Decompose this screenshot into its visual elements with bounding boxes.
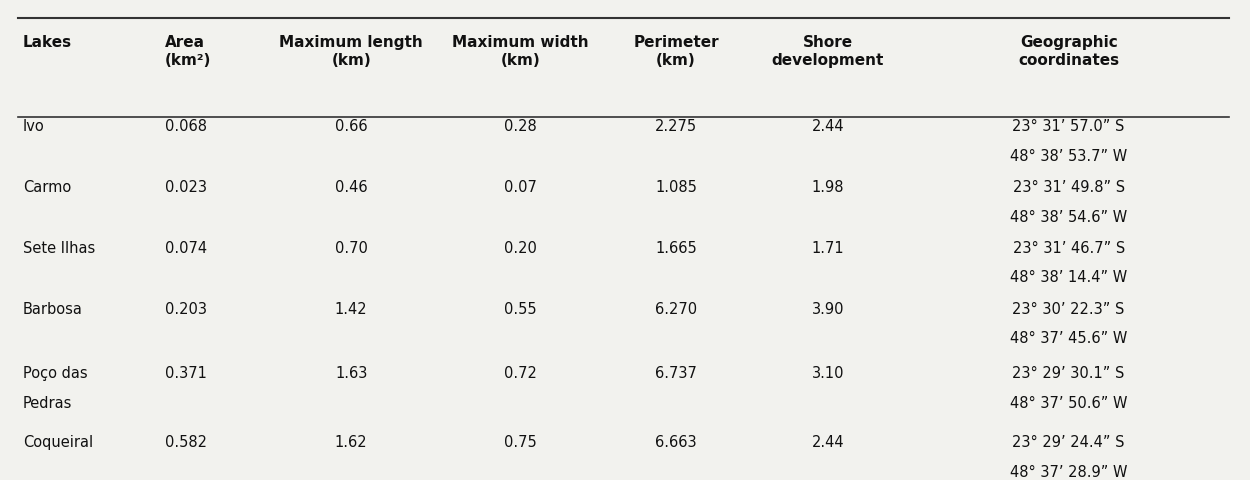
Text: Coqueiral: Coqueiral (22, 435, 92, 450)
Text: 1.71: 1.71 (811, 241, 844, 256)
Text: 1.085: 1.085 (655, 180, 698, 195)
Text: 48° 37’ 50.6” W: 48° 37’ 50.6” W (1010, 396, 1128, 411)
Text: 0.023: 0.023 (165, 180, 206, 195)
Text: 3.90: 3.90 (811, 301, 844, 317)
Text: 2.275: 2.275 (655, 119, 698, 134)
Text: Maximum width
(km): Maximum width (km) (452, 35, 589, 68)
Text: 48° 38’ 54.6” W: 48° 38’ 54.6” W (1010, 209, 1128, 225)
Text: Shore
development: Shore development (771, 35, 884, 68)
Text: 0.28: 0.28 (504, 119, 536, 134)
Text: 2.44: 2.44 (811, 119, 844, 134)
Text: Poço das: Poço das (22, 366, 88, 382)
Text: 0.371: 0.371 (165, 366, 206, 382)
Text: Geographic
coordinates: Geographic coordinates (1017, 35, 1119, 68)
Text: 23° 30’ 22.3” S: 23° 30’ 22.3” S (1013, 301, 1125, 317)
Text: 48° 37’ 28.9” W: 48° 37’ 28.9” W (1010, 465, 1128, 480)
Text: 48° 38’ 14.4” W: 48° 38’ 14.4” W (1010, 270, 1128, 286)
Text: 48° 38’ 53.7” W: 48° 38’ 53.7” W (1010, 149, 1128, 164)
Text: 23° 31’ 49.8” S: 23° 31’ 49.8” S (1013, 180, 1125, 195)
Text: 0.20: 0.20 (504, 241, 538, 256)
Text: 23° 29’ 24.4” S: 23° 29’ 24.4” S (1013, 435, 1125, 450)
Text: 1.42: 1.42 (335, 301, 367, 317)
Text: 0.203: 0.203 (165, 301, 206, 317)
Text: Carmo: Carmo (22, 180, 71, 195)
Text: Lakes: Lakes (22, 35, 71, 50)
Text: Perimeter
(km): Perimeter (km) (634, 35, 719, 68)
Text: 0.66: 0.66 (335, 119, 367, 134)
Text: 6.663: 6.663 (655, 435, 696, 450)
Text: 0.46: 0.46 (335, 180, 367, 195)
Text: 48° 37’ 45.6” W: 48° 37’ 45.6” W (1010, 331, 1128, 347)
Text: 23° 31’ 46.7” S: 23° 31’ 46.7” S (1013, 241, 1125, 256)
Text: 0.582: 0.582 (165, 435, 206, 450)
Text: 0.75: 0.75 (504, 435, 536, 450)
Text: Barbosa: Barbosa (22, 301, 82, 317)
Text: Sete Ilhas: Sete Ilhas (22, 241, 95, 256)
Text: 1.63: 1.63 (335, 366, 367, 382)
Text: Pedras: Pedras (22, 396, 72, 411)
Text: 3.10: 3.10 (811, 366, 844, 382)
Text: Area
(km²): Area (km²) (165, 35, 211, 68)
Text: 0.72: 0.72 (504, 366, 538, 382)
Text: 0.07: 0.07 (504, 180, 538, 195)
Text: 23° 29’ 30.1” S: 23° 29’ 30.1” S (1013, 366, 1125, 382)
Text: 1.62: 1.62 (335, 435, 367, 450)
Text: 0.074: 0.074 (165, 241, 206, 256)
Text: 23° 31’ 57.0” S: 23° 31’ 57.0” S (1013, 119, 1125, 134)
Text: 0.70: 0.70 (335, 241, 367, 256)
Text: 1.98: 1.98 (811, 180, 844, 195)
Text: 2.44: 2.44 (811, 435, 844, 450)
Text: 0.068: 0.068 (165, 119, 206, 134)
Text: 0.55: 0.55 (504, 301, 536, 317)
Text: 6.270: 6.270 (655, 301, 698, 317)
Text: 1.665: 1.665 (655, 241, 698, 256)
Text: Ivo: Ivo (22, 119, 45, 134)
Text: 6.737: 6.737 (655, 366, 698, 382)
Text: Maximum length
(km): Maximum length (km) (279, 35, 422, 68)
